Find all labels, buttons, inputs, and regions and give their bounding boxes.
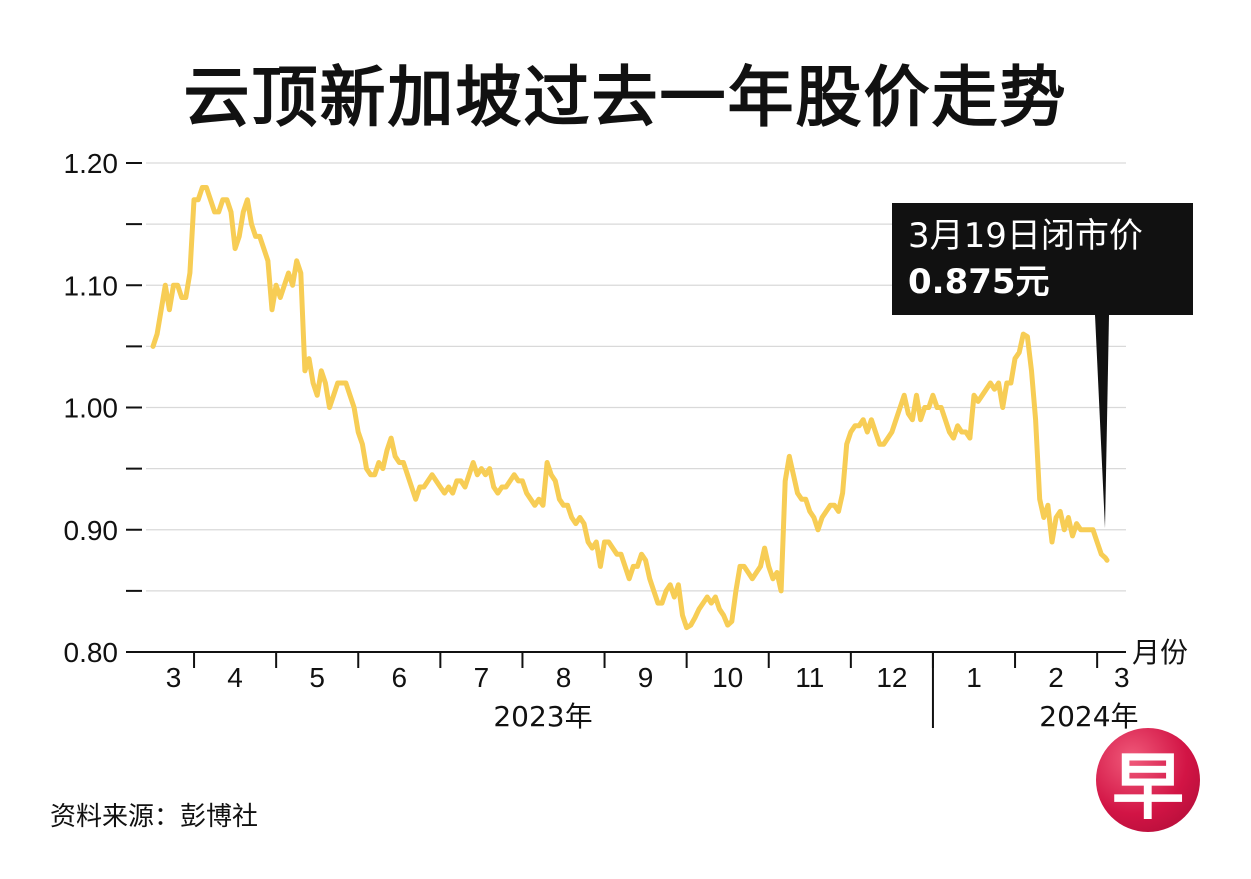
y-tick-label: 0.90 [64,515,119,546]
closing-price-callout: 3月19日闭市价 0.875元 [892,203,1193,315]
month-label: 12 [876,662,907,693]
year-label: 2024年 [1039,700,1138,733]
month-label: 8 [556,662,572,693]
zaobao-logo: 早 [1096,728,1200,832]
y-tick-label: 1.00 [64,393,119,424]
source-note: 资料来源：彭博社 [50,802,259,832]
year-label: 2023年 [493,700,592,733]
month-label: 2 [1048,662,1064,693]
callout-pointer [1095,315,1109,529]
month-label: 11 [795,662,824,693]
month-label: 1 [966,662,982,693]
month-label: 7 [474,662,490,693]
x-axis-title: 月份 [1132,636,1188,669]
month-label: 5 [309,662,325,693]
month-label: 9 [638,662,654,693]
month-label: 3 [1114,662,1130,693]
month-label: 4 [227,662,243,693]
price-series-line [150,185,1110,631]
callout-price-value: 0.875元 [908,262,1050,302]
y-tick-label: 1.10 [64,270,119,301]
month-label: 3 [166,662,182,693]
callout-date-label: 3月19日闭市价 [908,216,1143,256]
y-tick-label: 1.20 [64,148,119,179]
month-label: 10 [712,662,743,693]
chart-title: 云顶新加坡过去一年股价走势 [183,59,1068,136]
y-tick-label: 0.80 [64,637,119,668]
month-label: 6 [392,662,408,693]
